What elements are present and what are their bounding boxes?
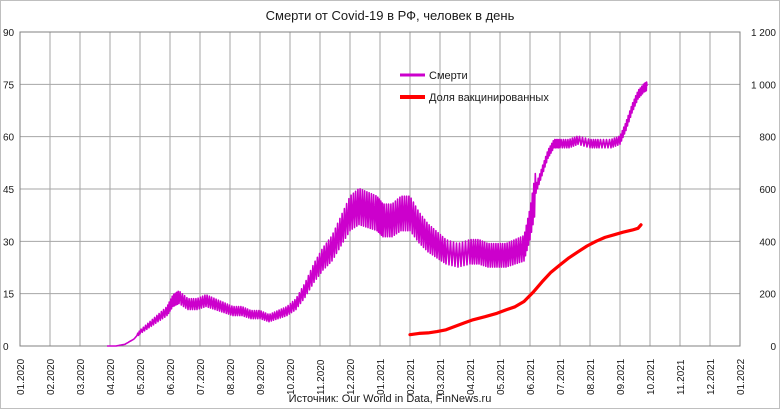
y-right-tick-label: 400 [759, 237, 776, 248]
x-tick-label: 01.2021 [376, 358, 387, 395]
x-tick-label: 12.2021 [706, 358, 717, 395]
y-right-tick-label: 800 [759, 133, 776, 144]
x-tick-label: 04.2020 [106, 358, 117, 395]
y-right-tick-labels: 0 200 400 600 800 1 000 1 200 [751, 28, 776, 353]
gridlines [19, 31, 741, 347]
series-group [107, 81, 648, 347]
plot-area [19, 31, 741, 347]
x-tick-label: 03.2020 [76, 358, 87, 395]
x-tick-label: 02.2021 [406, 358, 417, 395]
x-tick-label: 06.2021 [526, 358, 537, 395]
x-tick-labels: 01.2020 02.2020 03.2020 04.2020 05.2020 06.20… [16, 358, 747, 395]
y-right-tick-label: 1 000 [751, 80, 776, 91]
x-tick-label: 12.2020 [346, 358, 357, 395]
y-left-tick-label: 75 [3, 80, 15, 91]
x-tick-label: 01.2020 [16, 358, 27, 395]
y-left-tick-label: 90 [3, 28, 15, 39]
x-tick-label: 01.2022 [736, 358, 747, 395]
legend: Смерти Доля вакцинированных [400, 70, 549, 104]
y-right-tick-label: 600 [759, 185, 776, 196]
x-tick-label: 08.2020 [226, 358, 237, 395]
x-tick-label: 02.2020 [46, 358, 57, 395]
chart-title: Смерти от Covid-19 в РФ, человек в день [266, 8, 515, 23]
y-left-tick-label: 60 [3, 133, 15, 144]
x-tick-label: 05.2021 [496, 358, 507, 395]
x-tick-label: 07.2020 [196, 358, 207, 395]
y-left-tick-labels: 0 15 30 45 60 75 90 [3, 28, 15, 353]
y-left-tick-label: 45 [3, 185, 15, 196]
x-tick-label: 08.2021 [586, 358, 597, 395]
legend-label-deaths: Смерти [429, 70, 468, 82]
y-right-tick-label: 200 [759, 290, 776, 301]
x-tick-label: 09.2020 [256, 358, 267, 395]
series-line-vaccinated [408, 223, 643, 337]
x-tick-label: 10.2020 [286, 358, 297, 395]
x-tick-label: 04.2021 [466, 358, 477, 395]
x-tick-label: 07.2021 [556, 358, 567, 395]
series-line-deaths [107, 81, 648, 347]
x-tick-label: 06.2020 [166, 358, 177, 395]
x-tick-label: 11.2020 [316, 359, 327, 395]
x-tick-label: 03.2021 [436, 358, 447, 395]
y-right-tick-label: 0 [770, 342, 776, 353]
x-tick-label: 10.2021 [646, 358, 657, 395]
x-tick-label: 11.2021 [676, 359, 687, 395]
y-right-tick-label: 1 200 [751, 28, 776, 39]
legend-label-vaccinated: Доля вакцинированных [429, 92, 549, 104]
x-tick-label: 05.2020 [136, 358, 147, 395]
y-left-tick-label: 30 [3, 237, 15, 248]
y-left-tick-label: 0 [3, 342, 9, 353]
x-tick-label: 09.2021 [616, 358, 627, 395]
source-note: Источник: Our World in Data, FinNews.ru [289, 393, 492, 405]
y-left-tick-label: 15 [3, 290, 15, 301]
